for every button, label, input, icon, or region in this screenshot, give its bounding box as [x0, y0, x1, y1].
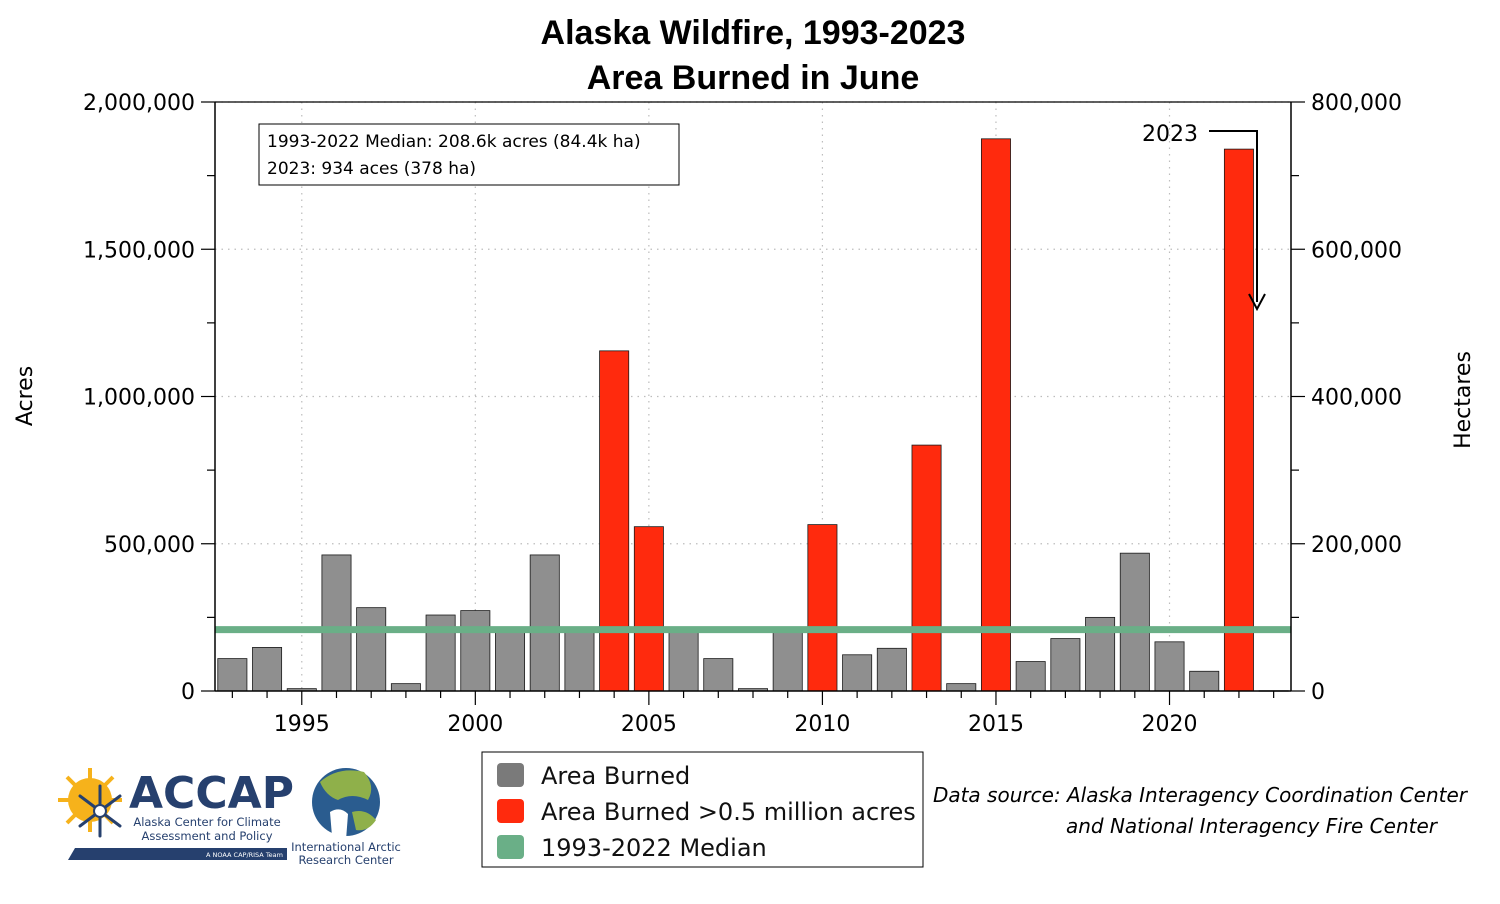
y-tick-label-right-2: 400,000	[1311, 386, 1402, 411]
legend-swatch-median	[497, 835, 524, 859]
legend-label-large: Area Burned >0.5 million acres	[541, 798, 916, 826]
bar-2012	[876, 647, 907, 692]
legend-swatch-large	[497, 799, 524, 823]
y-tick-label-right-3: 600,000	[1311, 238, 1402, 263]
bar-2011	[842, 654, 873, 692]
bar-1997	[356, 607, 387, 692]
annotation-2023-label: 2023	[1142, 122, 1198, 147]
y-tick-label-right-4: 800,000	[1311, 91, 1402, 116]
bar-2005	[633, 526, 664, 692]
bar-2000	[460, 610, 491, 692]
iarc-line-2: Research Center	[298, 853, 393, 867]
y-tick-label-right-1: 200,000	[1311, 533, 1402, 558]
data-source-line-1: Data source: Alaska Interagency Coordina…	[933, 783, 1469, 807]
x-tick-label-0: 1995	[274, 712, 330, 737]
legend-box	[481, 751, 924, 868]
accap-line-1: Alaska Center for Climate	[133, 815, 280, 829]
y-axis-label-right: Hectares	[1451, 351, 1476, 449]
sun-snowflake-icon	[58, 768, 122, 838]
x-tick-label-4: 2015	[968, 712, 1024, 737]
y-tick-label-left-1: 500,000	[104, 533, 195, 558]
x-tick-label-3: 2010	[794, 712, 850, 737]
axes: 0 500,000 1,000,000 1,500,000 2,000,000 0 200,…	[83, 91, 1402, 737]
bar-2019	[1119, 552, 1150, 692]
legend-label-area-burned: Area Burned	[541, 762, 690, 790]
annotation-arrow	[1209, 130, 1258, 302]
bar-2022	[1223, 148, 1254, 692]
accap-line-2: Assessment and Policy	[141, 829, 272, 843]
accap-tagline: A NOAA CAP/RISA Team	[206, 851, 283, 859]
bar-2001	[495, 630, 526, 692]
data-source-line-2: and National Interagency Fire Center	[1066, 814, 1439, 838]
chart-title-line-1: Alaska Wildfire, 1993-2023	[541, 14, 966, 52]
bars	[217, 138, 1289, 692]
bar-2004	[599, 350, 630, 692]
y-tick-label-left-0: 0	[181, 680, 195, 705]
iarc-logo: International Arctic Research Center	[291, 768, 401, 867]
bar-2007	[703, 658, 734, 692]
bar-2002	[529, 554, 560, 692]
bar-2021	[1189, 670, 1220, 692]
bar-1996	[321, 554, 352, 692]
iarc-line-1: International Arctic	[291, 840, 401, 854]
y-tick-label-left-2: 1,000,000	[83, 386, 195, 411]
note-line-2: 2023: 934 aces (378 ha)	[267, 159, 476, 179]
bar-2016	[1015, 661, 1046, 692]
annotation-arrowhead-icon	[1248, 293, 1266, 312]
bar-2014	[946, 683, 977, 692]
bar-1998	[390, 683, 421, 692]
y-tick-label-right-0: 0	[1311, 680, 1325, 705]
bar-2015	[980, 138, 1011, 692]
y-tick-label-left-4: 2,000,000	[83, 91, 195, 116]
accap-banner	[68, 848, 287, 860]
legend-label-median: 1993-2022 Median	[541, 834, 767, 862]
bar-2017	[1050, 638, 1081, 692]
chart-title-line-2: Area Burned in June	[587, 59, 920, 97]
x-tick-label-2: 2005	[621, 712, 677, 737]
globe-icon	[312, 768, 380, 841]
y-axis-label-left: Acres	[13, 366, 38, 426]
accap-name: ACCAP	[129, 768, 294, 819]
bar-1993	[217, 658, 248, 692]
x-tick-label-5: 2020	[1142, 712, 1198, 737]
bar-2020	[1154, 641, 1185, 692]
bar-2003	[564, 629, 595, 692]
bar-2009	[772, 627, 803, 692]
legend-swatch-area-burned	[497, 763, 524, 787]
y-tick-label-left-3: 1,500,000	[83, 238, 195, 263]
x-tick-label-1: 2000	[447, 712, 503, 737]
bar-2010	[807, 524, 838, 692]
accap-logo: ACCAP Alaska Center for Climate Assessme…	[58, 768, 294, 860]
bar-2006	[668, 628, 699, 692]
note-line-1: 1993-2022 Median: 208.6k acres (84.4k ha…	[267, 132, 641, 152]
bar-2013	[911, 444, 942, 692]
bar-1994	[252, 647, 283, 692]
note-box	[258, 123, 680, 186]
